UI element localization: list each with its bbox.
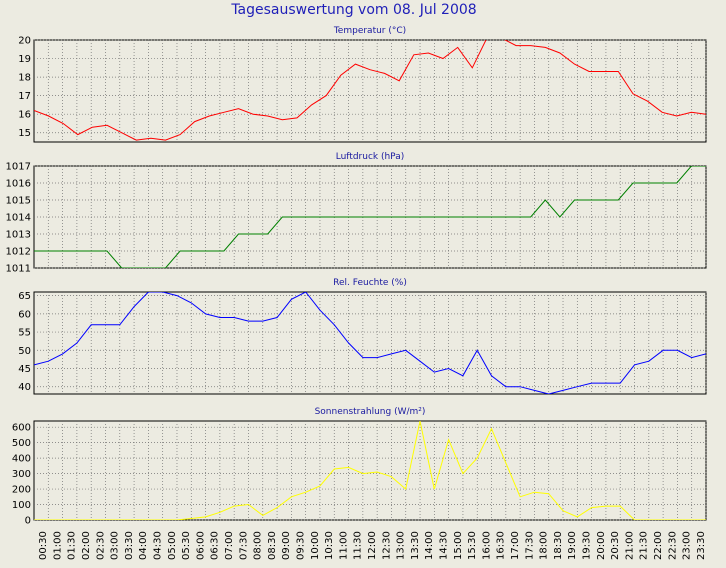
x-tick-label: 15:00 bbox=[453, 531, 464, 560]
y-tick-label: 1011 bbox=[6, 264, 31, 275]
panel-title: Rel. Feuchte (%) bbox=[333, 278, 407, 288]
x-tick-label: 04:00 bbox=[138, 531, 149, 560]
page-title: Tagesauswertung vom 08. Jul 2008 bbox=[230, 2, 476, 18]
x-tick-label: 17:00 bbox=[510, 531, 521, 560]
chart-panel-0: Temperatur (°C) 15 16 17 18 19 20 bbox=[18, 26, 707, 143]
x-tick-label: 09:00 bbox=[281, 531, 292, 560]
x-tick-label: 21:30 bbox=[639, 531, 650, 560]
x-tick-label: 22:00 bbox=[653, 531, 664, 560]
x-tick-label: 08:30 bbox=[267, 531, 278, 560]
x-tick-label: 18:00 bbox=[539, 531, 550, 560]
y-tick-label: 1016 bbox=[6, 179, 31, 190]
series-line bbox=[34, 292, 706, 394]
y-tick-label: 1015 bbox=[6, 196, 31, 207]
x-tick-label: 17:30 bbox=[524, 531, 535, 560]
x-tick-label: 03:00 bbox=[110, 531, 121, 560]
x-tick-label: 15:30 bbox=[467, 531, 478, 560]
y-tick-label: 65 bbox=[18, 291, 31, 302]
y-tick-label: 18 bbox=[18, 73, 31, 84]
chart-panel-2: Rel. Feuchte (%) 40 45 50 55 60 65 bbox=[18, 278, 707, 395]
x-tick-label: 19:30 bbox=[581, 531, 592, 560]
plot-frame bbox=[33, 39, 707, 143]
x-tick-label: 18:30 bbox=[553, 531, 564, 560]
x-tick-label: 03:30 bbox=[124, 531, 135, 560]
y-tick-label: 40 bbox=[18, 382, 31, 393]
y-tick-label: 100 bbox=[12, 500, 31, 511]
x-tick-label: 11:30 bbox=[353, 531, 364, 560]
x-tick-label: 10:00 bbox=[310, 531, 321, 560]
x-tick-label: 08:00 bbox=[253, 531, 264, 560]
y-tick-label: 500 bbox=[12, 438, 31, 449]
x-tick-label: 07:30 bbox=[238, 531, 249, 560]
y-tick-label: 0 bbox=[25, 516, 31, 527]
x-tick-label: 01:00 bbox=[52, 531, 63, 560]
plot-frame bbox=[33, 291, 707, 395]
x-tick-label: 23:00 bbox=[682, 531, 693, 560]
x-tick-label: 16:30 bbox=[496, 531, 507, 560]
chart-panel-1: Luftdruck (hPa) 1011 1012 1013 1014 1015 1016 1… bbox=[6, 152, 707, 275]
x-tick-label: 05:00 bbox=[167, 531, 178, 560]
series-line bbox=[34, 166, 706, 268]
plot-frame bbox=[33, 420, 707, 521]
x-tick-label: 02:30 bbox=[95, 531, 106, 560]
x-tick-label: 21:00 bbox=[624, 531, 635, 560]
x-tick-label: 04:30 bbox=[153, 531, 164, 560]
x-tick-label: 05:30 bbox=[181, 531, 192, 560]
panel-title: Luftdruck (hPa) bbox=[336, 152, 405, 162]
y-tick-label: 16 bbox=[18, 110, 31, 121]
y-tick-label: 20 bbox=[18, 36, 31, 47]
x-tick-label: 14:30 bbox=[438, 531, 449, 560]
x-tick-label: 09:30 bbox=[296, 531, 307, 560]
x-tick-label: 02:00 bbox=[81, 531, 92, 560]
y-tick-label: 55 bbox=[18, 328, 31, 339]
x-tick-label: 06:30 bbox=[210, 531, 221, 560]
y-tick-label: 300 bbox=[12, 469, 31, 480]
x-tick-label: 07:00 bbox=[224, 531, 235, 560]
y-tick-label: 15 bbox=[18, 128, 31, 139]
y-tick-label: 45 bbox=[18, 364, 31, 375]
x-tick-label: 10:30 bbox=[324, 531, 335, 560]
y-tick-label: 1013 bbox=[6, 230, 31, 241]
y-tick-label: 17 bbox=[18, 91, 31, 102]
x-tick-label: 16:00 bbox=[481, 531, 492, 560]
chart-panels: Temperatur (°C) 15 16 17 18 19 20 Luftdruck (hP… bbox=[6, 26, 707, 527]
panel-title: Temperatur (°C) bbox=[333, 26, 406, 36]
chart-panel-3: Sonnenstrahlung (W/m²) 0 100 200 300 400 500 60… bbox=[12, 407, 707, 527]
x-tick-label: 11:00 bbox=[338, 531, 349, 560]
y-tick-label: 1017 bbox=[6, 162, 31, 173]
y-tick-label: 400 bbox=[12, 454, 31, 465]
y-tick-label: 50 bbox=[18, 346, 31, 357]
x-tick-label: 13:00 bbox=[396, 531, 407, 560]
panel-title: Sonnenstrahlung (W/m²) bbox=[315, 407, 426, 417]
y-tick-label: 60 bbox=[18, 309, 31, 320]
series-line bbox=[34, 40, 706, 141]
x-tick-label: 22:30 bbox=[667, 531, 678, 560]
x-tick-label: 23:30 bbox=[696, 531, 707, 560]
series-line bbox=[34, 421, 706, 520]
x-tick-label: 00:30 bbox=[38, 531, 49, 560]
x-tick-label: 20:00 bbox=[596, 531, 607, 560]
y-tick-label: 200 bbox=[12, 485, 31, 496]
y-tick-label: 1012 bbox=[6, 247, 31, 258]
y-tick-label: 600 bbox=[12, 423, 31, 434]
x-tick-label: 13:30 bbox=[410, 531, 421, 560]
x-tick-label: 12:00 bbox=[367, 531, 378, 560]
x-tick-label: 14:00 bbox=[424, 531, 435, 560]
time-axis: 00:30 01:00 01:30 02:00 02:30 03:00 03:30 04:00… bbox=[38, 531, 707, 560]
x-tick-label: 19:00 bbox=[567, 531, 578, 560]
x-tick-label: 20:30 bbox=[610, 531, 621, 560]
x-tick-label: 06:00 bbox=[195, 531, 206, 560]
x-tick-label: 01:30 bbox=[67, 531, 78, 560]
y-tick-label: 19 bbox=[18, 54, 31, 65]
y-tick-label: 1014 bbox=[6, 213, 31, 224]
x-tick-label: 12:30 bbox=[381, 531, 392, 560]
